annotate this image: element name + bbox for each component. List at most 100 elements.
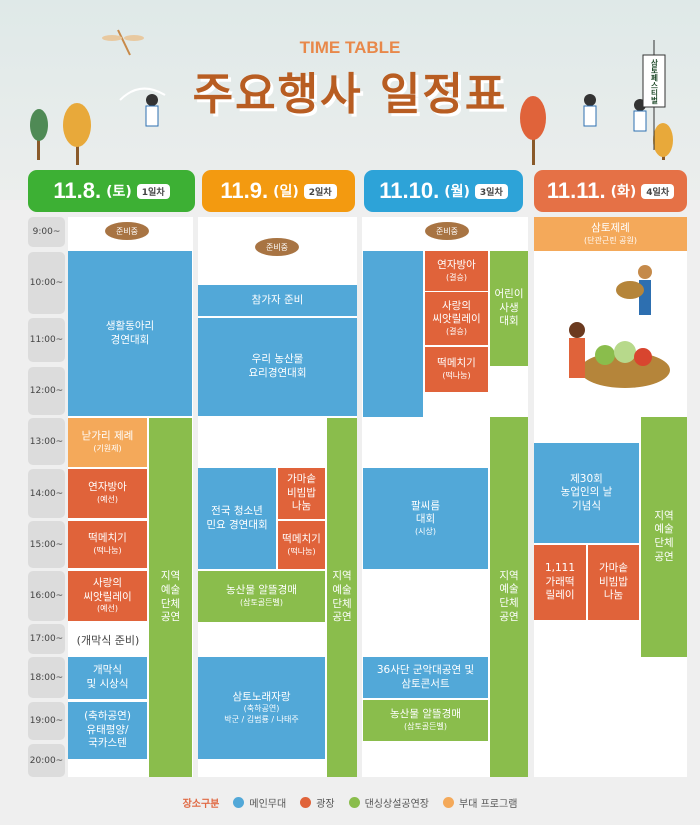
event-title: 사랑의 씨앗릴레이: [83, 577, 132, 603]
event-block[interactable]: 전국 청소년 민요 경연대회: [198, 468, 276, 569]
event-block[interactable]: [363, 251, 423, 417]
event-title: 전국 청소년 민요 경연대회: [206, 504, 268, 531]
event-title: (축하공연) 유태평양/ 국카스텐: [84, 710, 131, 750]
event-title: 우리 농산물 요리경연대회: [248, 353, 307, 379]
day-date: 11.8.: [53, 178, 102, 203]
event-block[interactable]: 우리 농산물 요리경연대회: [198, 318, 357, 416]
event-block[interactable]: 삼토노래자랑 (축하공연) 박군 / 김범룡 / 나태주: [198, 657, 325, 759]
event-title: 지역 예술 단체 공연: [499, 569, 519, 623]
day-weekday: (토): [106, 184, 132, 200]
event-block[interactable]: 연자방아 (예선): [68, 469, 147, 518]
event-block[interactable]: 지역 예술 단체 공연: [149, 418, 192, 777]
event-block[interactable]: 1,111 가래떡 릴레이: [534, 545, 586, 620]
event-block[interactable]: 지역 예술 단체 공연: [641, 417, 687, 657]
event-subtitle: (예선): [97, 495, 118, 505]
event-title: 낟가리 제례: [81, 430, 134, 443]
event-title: 떡메치기: [282, 532, 321, 545]
event-title: 가마솥 비빔밥 나눔: [287, 473, 316, 513]
event-block[interactable]: 참가자 준비: [198, 285, 357, 316]
event-block[interactable]: 어린이 사생 대회: [490, 251, 528, 366]
event-block[interactable]: 떡메치기 (떡나눔): [278, 521, 325, 569]
time-label: 14:00~: [28, 469, 65, 518]
legend-label: 메인무대: [249, 799, 287, 810]
event-block[interactable]: 농산물 알뜰경매 (삼토골든벨): [198, 571, 325, 622]
event-title: 농산물 알뜰경매: [390, 708, 461, 721]
opening-prep-note: (개막식 준비): [76, 634, 140, 647]
event-block[interactable]: 사랑의 씨앗릴레이 (결승): [425, 292, 488, 345]
decorative-illustration: [30, 29, 673, 165]
event-subtitle: (삼토골든벨): [239, 598, 284, 608]
event-title: 지역 예술 단체 공연: [160, 570, 181, 624]
time-label: 15:00~: [28, 521, 65, 568]
time-label: 19:00~: [28, 702, 65, 740]
day-date: 11.9.: [220, 178, 269, 203]
event-title: 참가자 준비: [251, 293, 304, 306]
event-title: 가마솥 비빔밥 나눔: [599, 562, 628, 602]
event-subtitle: (결승): [446, 326, 467, 336]
legend-item: 메인무대: [233, 795, 286, 810]
legend-dot-icon: [300, 797, 312, 808]
event-title: 사랑의 씨앗릴레이: [432, 299, 481, 326]
festival-banner: [642, 40, 666, 150]
legend-title: 장소구분: [182, 799, 220, 810]
tree-icon: [520, 96, 673, 165]
event-block[interactable]: 개막식 및 시상식: [68, 657, 147, 699]
day-badge: 4일차: [641, 183, 675, 199]
event-block[interactable]: 팔씨름 대회 (시상): [363, 468, 488, 569]
event-block[interactable]: 사랑의 씨앗릴레이 (예선): [68, 571, 147, 621]
event-block[interactable]: 연자방아 (결승): [425, 251, 488, 291]
event-title: 개막식 및 시상식: [86, 664, 129, 690]
event-block[interactable]: 36사단 군악대공연 및 삼토콘서트: [363, 657, 488, 698]
event-title: 농산물 알뜰경매: [226, 584, 297, 597]
legend-label: 부대 프로그램: [459, 799, 518, 810]
preparing-badge: 준비중: [255, 238, 299, 256]
event-block[interactable]: 지역 예술 단체 공연: [490, 417, 528, 777]
time-label: 9:00~: [28, 217, 65, 247]
festival-banner-text: 삼토페스티벌: [650, 58, 659, 104]
event-subtitle: (단관근린 공원): [584, 235, 637, 245]
event-block[interactable]: 가마솥 비빔밥 나눔: [278, 468, 325, 519]
event-block[interactable]: (축하공연) 유태평양/ 국카스텐: [68, 702, 147, 759]
farmers-illustration: [569, 265, 670, 388]
event-title: 생활동아리 경연대회: [105, 319, 155, 346]
event-block[interactable]: 떡메치기 (떡나눔): [425, 347, 488, 392]
event-title: 지역 예술 단체 공연: [654, 509, 674, 563]
event-block[interactable]: 농산물 알뜰경매 (삼토골든벨): [363, 700, 488, 741]
legend-dot-icon: [348, 797, 360, 808]
event-title: 1,111 가래떡 릴레이: [544, 562, 576, 602]
day-date: 11.10.: [379, 178, 440, 203]
day-date: 11.11.: [546, 178, 606, 203]
event-block[interactable]: 생활동아리 경연대회: [68, 251, 192, 416]
event-block[interactable]: 제30회 농업인의 날 기념식: [534, 443, 639, 543]
event-title: 제30회 농업인의 날 기념식: [560, 472, 613, 512]
event-subtitle: (떡나눔): [442, 371, 471, 381]
time-label: 11:00~: [28, 318, 65, 362]
legend-label: 광장: [316, 799, 335, 810]
day-weekday: (화): [610, 184, 637, 200]
event-title: 연자방아: [88, 481, 127, 494]
event-block[interactable]: 낟가리 제례 (기원제): [68, 418, 147, 467]
event-subtitle: (예선): [97, 604, 118, 614]
day-badge: 1일차: [136, 183, 170, 199]
preparing-badge: 준비중: [105, 222, 149, 240]
day-weekday: (월): [444, 184, 470, 200]
time-label: 17:00~: [28, 624, 65, 654]
event-block[interactable]: 떡메치기 (떡나눔): [68, 521, 147, 568]
day-badge: 3일차: [474, 183, 508, 199]
event-title: 삼토노래자랑: [232, 690, 291, 703]
event-block[interactable]: 삼토제례 (단관근린 공원): [534, 217, 687, 251]
day-header: 11.11. (화) 4일차: [534, 170, 687, 212]
event-subtitle: (결승): [446, 272, 467, 282]
event-subtitle: (삼토골든벨): [403, 722, 448, 732]
event-title: 삼토제례: [591, 221, 630, 234]
event-subtitle: (떡나눔): [287, 546, 316, 556]
legend-item: 댄싱상설공연장: [348, 795, 430, 810]
page-subtitle: TIME TABLE: [299, 38, 401, 57]
legend-label: 댄싱상설공연장: [364, 799, 430, 810]
dragonfly-icon: [102, 29, 144, 56]
preparing-badge: 준비중: [425, 222, 469, 240]
day-header: 11.8. (토) 1일차: [28, 170, 195, 212]
event-block[interactable]: 지역 예술 단체 공연: [327, 418, 357, 777]
event-block[interactable]: 가마솥 비빔밥 나눔: [588, 545, 639, 620]
event-title: 지역 예술 단체 공연: [332, 570, 352, 624]
